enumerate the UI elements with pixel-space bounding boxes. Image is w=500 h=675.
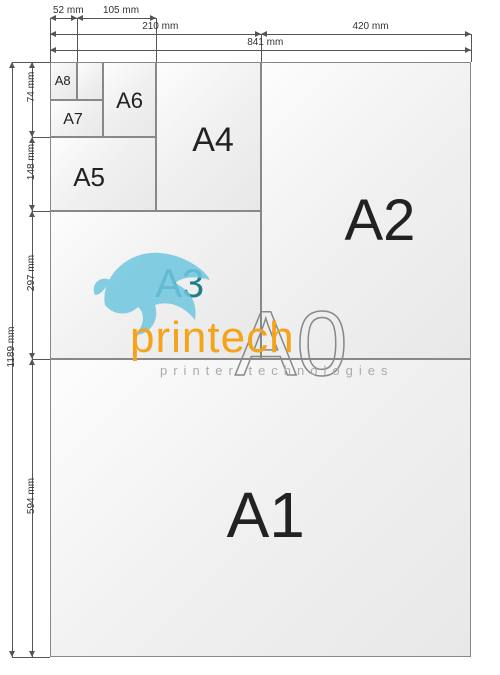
dim-tick	[12, 657, 50, 658]
label-a6: A6	[116, 88, 143, 114]
dim-label: 148 mm	[26, 132, 37, 192]
label-a1: A1	[227, 478, 305, 552]
dim-h	[50, 34, 261, 35]
paper-size-diagram: A1A2A3A4A5A6A7A8A052 mm105 mm210 mm420 m…	[0, 0, 500, 675]
dim-tick	[471, 50, 472, 62]
dim-label: 52 mm	[43, 5, 93, 16]
dim-label: 210 mm	[135, 21, 185, 32]
label-a3: A3	[155, 262, 204, 307]
dim-tick	[32, 211, 50, 212]
dim-label: 1189 mm	[6, 317, 17, 377]
brand-tagline: printer technologies	[160, 363, 393, 378]
dim-h	[50, 50, 471, 51]
dim-tick	[50, 50, 51, 62]
dim-label: 297 mm	[26, 243, 37, 303]
dim-tick	[32, 359, 50, 360]
label-a4: A4	[192, 121, 234, 160]
dim-h	[77, 18, 156, 19]
dim-tick	[12, 62, 50, 63]
dim-tick	[77, 18, 78, 62]
brand-name: printech	[130, 313, 295, 363]
label-a5: A5	[73, 162, 105, 193]
dim-label: 74 mm	[26, 57, 37, 117]
paper-a8b	[77, 62, 104, 100]
label-a7: A7	[63, 111, 83, 129]
dim-h	[261, 34, 471, 35]
dim-label: 420 mm	[346, 21, 396, 32]
dim-label: 594 mm	[26, 466, 37, 526]
dim-tick	[32, 137, 50, 138]
label-a2: A2	[345, 187, 416, 254]
label-a8: A8	[55, 73, 71, 88]
dim-label: 841 mm	[240, 37, 290, 48]
dim-label: 105 mm	[96, 5, 146, 16]
